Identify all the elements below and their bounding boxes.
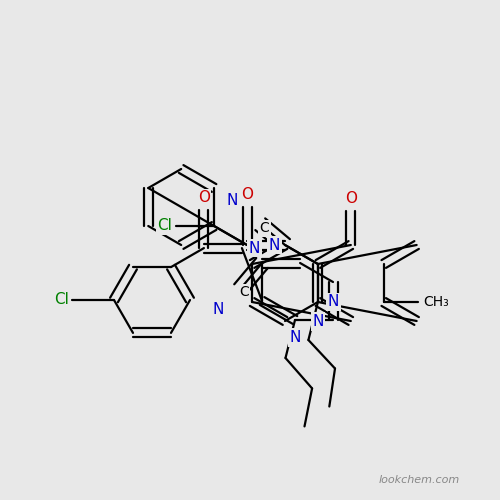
Text: Cl: Cl [54,292,69,308]
Text: O: O [345,191,357,206]
Text: N: N [290,330,300,345]
Text: O: O [198,190,210,205]
Text: N: N [213,302,224,317]
Text: CH₃: CH₃ [423,295,448,309]
Text: N: N [312,314,324,329]
Text: N: N [249,240,260,256]
Text: N: N [268,238,280,252]
Text: C: C [239,285,249,299]
Text: lookchem.com: lookchem.com [379,475,460,485]
Text: C: C [260,221,269,235]
Text: CH₃: CH₃ [423,295,448,309]
Text: N: N [227,193,238,208]
Text: Cl: Cl [157,218,172,234]
Text: N: N [328,294,340,310]
Text: O: O [241,187,253,202]
